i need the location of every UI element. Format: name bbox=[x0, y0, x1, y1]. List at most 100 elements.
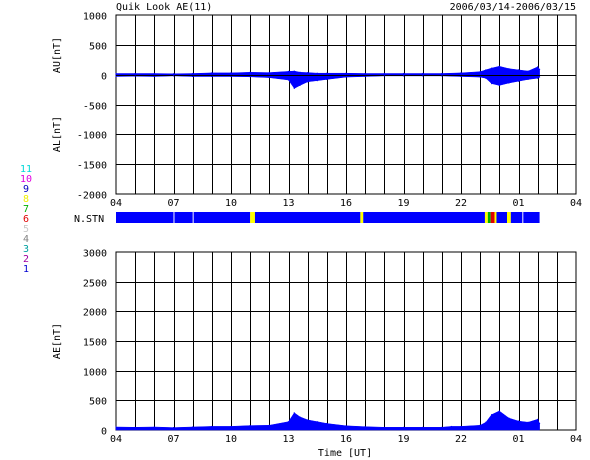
au-al-ytick-label: 0 bbox=[101, 72, 107, 83]
legend-station-label: 9 bbox=[23, 184, 29, 195]
al-point bbox=[293, 87, 295, 89]
ae-xtick-label: 22 bbox=[455, 434, 467, 445]
stripe-segment bbox=[484, 212, 488, 223]
stripe-segment bbox=[116, 212, 139, 223]
ae-axis-label: AE[nT] bbox=[52, 323, 63, 359]
ae-ytick-label: 2000 bbox=[83, 308, 107, 319]
ae-point bbox=[115, 426, 117, 428]
ae-point bbox=[422, 426, 424, 428]
stripe-segment bbox=[490, 212, 495, 223]
au-point bbox=[491, 67, 493, 69]
ae-point bbox=[441, 426, 443, 428]
al-axis-label: AL[nT] bbox=[52, 116, 63, 152]
au-al-xtick-label: 04 bbox=[110, 198, 122, 209]
ae-ytick-label: 0 bbox=[101, 427, 107, 438]
ae-point bbox=[326, 422, 328, 425]
al-point bbox=[268, 77, 270, 79]
au-al-xtick-label: 01 bbox=[512, 198, 524, 209]
stripe-segment bbox=[174, 212, 193, 223]
ae-ytick-label: 1000 bbox=[83, 368, 107, 379]
ae-point bbox=[299, 416, 301, 418]
au-point bbox=[479, 71, 481, 73]
au-point bbox=[402, 72, 405, 75]
au-point bbox=[441, 72, 443, 75]
ae-point bbox=[230, 425, 232, 428]
au-point bbox=[422, 72, 424, 75]
ae-point bbox=[491, 413, 493, 416]
au-point bbox=[293, 70, 295, 72]
au-point bbox=[172, 73, 175, 75]
al-point bbox=[364, 75, 366, 78]
ae-point bbox=[287, 421, 290, 423]
au-point bbox=[299, 71, 301, 73]
au-al-ytick-label: 1000 bbox=[83, 12, 107, 23]
ae-point bbox=[364, 426, 366, 428]
au-point bbox=[517, 69, 520, 71]
ae-point bbox=[192, 426, 194, 428]
station-stripe: N.STN bbox=[74, 212, 540, 225]
chart-title: Quik Look AE(11) bbox=[116, 2, 212, 13]
al-point bbox=[249, 76, 251, 78]
au-point bbox=[527, 70, 529, 72]
au-al-xtick-label: 13 bbox=[282, 198, 294, 209]
au-al-xtick-labels: 04 07 10 13 16 19 22 01 04 bbox=[110, 198, 582, 209]
ae-point bbox=[479, 424, 481, 426]
au-point bbox=[268, 71, 270, 74]
au-point bbox=[153, 72, 155, 75]
al-point bbox=[441, 75, 443, 77]
al-point bbox=[115, 75, 117, 78]
ae-point bbox=[498, 410, 500, 412]
ae-point bbox=[508, 417, 510, 419]
au-point bbox=[115, 72, 117, 75]
al-point bbox=[299, 84, 301, 87]
ae-point bbox=[172, 427, 175, 429]
ae-point bbox=[538, 422, 541, 425]
al-point bbox=[383, 75, 385, 77]
al-point bbox=[316, 80, 318, 82]
stripe-segment bbox=[494, 212, 497, 223]
al-point bbox=[538, 76, 541, 78]
ae-point bbox=[345, 425, 347, 427]
ae-ytick-label: 500 bbox=[89, 397, 107, 408]
stripe-segment bbox=[496, 212, 507, 223]
ae-point bbox=[293, 412, 295, 414]
stripe-segment bbox=[523, 212, 540, 223]
al-point bbox=[345, 76, 347, 78]
ae-ytick-label: 1500 bbox=[83, 338, 107, 349]
au-point bbox=[211, 72, 213, 74]
legend-station-label: 4 bbox=[23, 234, 29, 245]
stripe-segment bbox=[250, 212, 255, 223]
au-al-xtick-label: 07 bbox=[167, 198, 179, 209]
legend-station-label: 6 bbox=[23, 214, 29, 225]
au-al-xtick-label: 19 bbox=[397, 198, 409, 209]
au-al-ytick-label: -1000 bbox=[77, 131, 107, 142]
au-al-xtick-label: 22 bbox=[455, 198, 467, 209]
au-point bbox=[364, 72, 366, 75]
au-point bbox=[537, 66, 539, 68]
stripe-segment bbox=[139, 212, 174, 223]
au-point bbox=[508, 68, 510, 70]
ae-point bbox=[517, 420, 520, 422]
au-al-ytick-label: -500 bbox=[83, 102, 107, 113]
al-point bbox=[153, 75, 155, 78]
stripe-segment bbox=[254, 212, 361, 223]
stripe-segment bbox=[363, 212, 485, 223]
stripe-segment bbox=[360, 212, 364, 223]
ae-ytick-label: 2500 bbox=[83, 279, 107, 290]
au-al-xtick-label: 04 bbox=[570, 198, 582, 209]
legend-station-label: 7 bbox=[23, 204, 29, 215]
al-point bbox=[422, 75, 424, 77]
ae-point bbox=[307, 419, 309, 421]
ae-point bbox=[249, 424, 251, 427]
stripe-label: N.STN bbox=[74, 214, 104, 225]
al-point bbox=[326, 78, 328, 81]
au-al-ytick-labels: 1000 500 0 -500 -1000 -1500 -2000 bbox=[77, 12, 107, 202]
ae-grid bbox=[115, 251, 577, 431]
legend-station-label: 11 bbox=[20, 164, 32, 175]
ae-xtick-label: 10 bbox=[225, 434, 237, 445]
au-axis-label: AU[nT] bbox=[52, 37, 63, 73]
al-point bbox=[172, 75, 175, 77]
legend-station-label: 2 bbox=[23, 254, 29, 265]
ae-xtick-label: 04 bbox=[110, 434, 122, 445]
